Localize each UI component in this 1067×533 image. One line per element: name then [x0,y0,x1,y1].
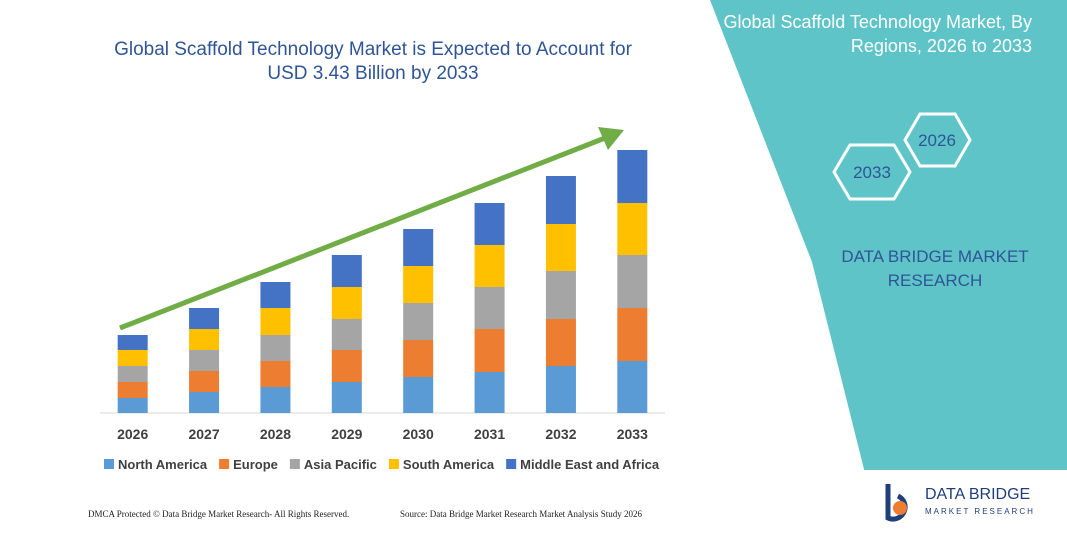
bar-segment [260,335,291,361]
bar-segment [189,329,220,350]
panel-brand: DATA BRIDGE MARKET RESEARCH [841,247,1029,290]
legend-label: North America [118,457,208,472]
logo-box [860,470,1067,533]
bar-segment [117,366,148,382]
legend-swatch [289,459,300,469]
panel-title: Global Scaffold Technology Market, By Re… [723,12,1032,56]
hexagon-label: 2033 [853,163,891,182]
bar-segment [189,350,220,371]
bar-segment [545,271,576,319]
bar-segment [403,377,434,413]
legend-label: Middle East and Africa [520,457,660,472]
bar-segment [117,398,148,413]
bar-segment [189,371,220,392]
x-tick-label: 2026 [117,426,148,442]
bar-segment [117,335,148,350]
bar-segment [545,319,576,366]
footer-right: Source: Data Bridge Market Research Mark… [400,509,642,519]
logo-tagline: MARKET RESEARCH [925,507,1035,516]
bar-segment [403,303,434,340]
bar-segment [260,308,291,335]
chart-title: Global Scaffold Technology Market is Exp… [114,39,632,84]
bar-segment [403,229,434,266]
bar-segment [331,287,362,319]
bar-segment [117,350,148,366]
bar-segment [617,255,648,308]
bar-segment [474,287,505,329]
side-panel [710,0,1067,533]
bar-segment [617,150,648,203]
bar-segment [617,308,648,361]
legend-swatch [104,459,114,469]
bar-segment [617,361,648,413]
bar-segment [331,255,362,287]
bar-segment [545,224,576,271]
footer-left: DMCA Protected © Data Bridge Market Rese… [88,509,350,519]
x-tick-label: 2028 [260,426,291,442]
bar-segment [331,382,362,413]
trend-arrowhead [598,127,624,150]
hexagon-label: 2026 [918,131,956,150]
legend-label: South America [403,457,495,472]
x-tick-label: 2027 [188,426,219,442]
legend-swatch [388,459,399,469]
bar-segment [474,245,505,287]
bar-segment [474,203,505,245]
bar-segment [545,176,576,224]
x-tick-label: 2029 [331,426,362,442]
x-tick-label: 2030 [403,426,434,442]
x-tick-label: 2033 [617,426,648,442]
bar-segment [474,372,505,413]
bar-segment [260,361,291,387]
legend-swatch [219,459,230,469]
hexagon [832,143,912,201]
bar-segment [189,392,220,413]
logo-name: DATA BRIDGE [925,486,1030,503]
legend-label: Asia Pacific [304,457,377,472]
bar-segment [117,382,148,398]
trend-arrow [119,135,606,331]
bar-segment [331,319,362,350]
bar-segment [545,366,576,413]
bar-segment [474,329,505,372]
logo-mark [893,501,907,515]
bar-segment [617,203,648,255]
bar-segment [331,350,362,382]
hexagon [903,112,972,168]
legend-label: Europe [233,457,278,472]
bar-segment [403,340,434,377]
bar-segment [403,266,434,303]
legend-swatch [506,459,517,469]
x-tick-label: 2031 [474,426,505,442]
bar-segment [260,387,291,413]
bar-segment [189,308,220,329]
x-tick-label: 2032 [545,426,576,442]
bar-segment [260,282,291,308]
